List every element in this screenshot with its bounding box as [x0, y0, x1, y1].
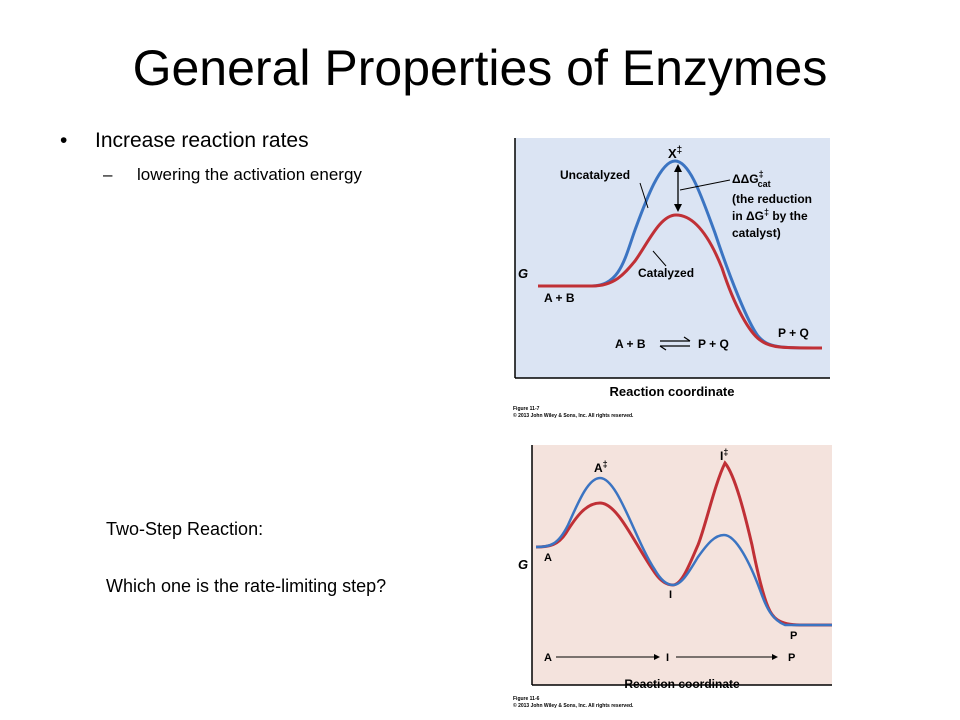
- two-step-red-curve: [535, 460, 832, 627]
- equilibrium-arrow-reverse-head: [659, 345, 667, 351]
- figure-top-background: [515, 138, 830, 378]
- ddg-label: ΔΔG‡ cat: [732, 169, 771, 189]
- axis-arrow-i-to-p-head: [772, 654, 778, 660]
- figure-bottom-caption-1: Figure 11-6: [513, 696, 540, 702]
- start-state-label: A: [544, 552, 552, 564]
- end-state-label: P: [790, 630, 797, 642]
- bullet-marker: •: [60, 129, 68, 152]
- axis-p-label: P: [788, 652, 795, 664]
- two-step-blue-curve: [535, 476, 832, 627]
- peak1-label: A‡: [594, 459, 608, 475]
- figure-top-caption-2: © 2013 John Wiley & Sons, Inc. All right…: [513, 412, 634, 419]
- figure-bottom-y-label: G: [518, 557, 528, 572]
- sub-bullet-text: lowering the activation energy: [137, 165, 362, 184]
- rate-limiting-question: Which one is the rate-limiting step?: [106, 576, 387, 596]
- figure-top-caption-1: Figure 11-7: [513, 406, 540, 412]
- figure-top-x-label: Reaction coordinate: [610, 384, 735, 399]
- uncatalyzed-leader: [639, 182, 649, 209]
- uncatalyzed-curve: [538, 159, 823, 350]
- figure-catalysis: X‡ Uncatalyzed Catalyzed ΔΔG‡ cat (the re…: [510, 138, 840, 420]
- reactants-label: A + B: [544, 291, 575, 305]
- axis-i-label: I: [666, 652, 669, 664]
- products-label: P + Q: [778, 326, 809, 340]
- catalyzed-curve: [538, 213, 823, 350]
- ddg-line-3: in ΔG‡ by the: [732, 207, 808, 223]
- delta-g-leader: [679, 179, 731, 191]
- figure-bottom-caption-2: © 2013 John Wiley & Sons, Inc. All right…: [513, 702, 634, 709]
- two-step-label: Two-Step Reaction:: [106, 519, 264, 539]
- peak2-label: I‡: [720, 447, 728, 463]
- figure-two-step-svg: A‡ I‡ G A I P A I P Reaction coordinate …: [513, 445, 832, 709]
- ddg-line-2: (the reduction: [732, 192, 812, 206]
- ddg-line-4: catalyst): [732, 226, 781, 240]
- sub-bullet-item: – lowering the activation energy: [103, 163, 362, 187]
- bullet-text: Increase reaction rates: [95, 129, 309, 152]
- delta-g-arrow-head-down: [674, 204, 682, 212]
- axis-a-label: A: [544, 652, 552, 664]
- equation-right: P + Q: [698, 337, 729, 351]
- figure-bottom-background: [532, 445, 832, 685]
- equation-left: A + B: [615, 337, 646, 351]
- catalyzed-leader: [652, 250, 667, 267]
- uncatalyzed-label: Uncatalyzed: [560, 168, 630, 182]
- figure-catalysis-svg: X‡ Uncatalyzed Catalyzed ΔΔG‡ cat (the re…: [513, 138, 830, 419]
- figure-two-step: A‡ I‡ G A I P A I P Reaction coordinate …: [510, 445, 840, 715]
- slide-title: General Properties of Enzymes: [132, 40, 828, 96]
- figure-top-y-label: G: [518, 266, 528, 281]
- catalyzed-label: Catalyzed: [638, 266, 694, 280]
- peak-label: X‡: [668, 145, 682, 161]
- equilibrium-arrow-forward-head: [683, 336, 691, 342]
- delta-g-arrow-head-up: [674, 164, 682, 172]
- figure-bottom-x-label: Reaction coordinate: [624, 677, 740, 691]
- sub-bullet-marker: –: [103, 165, 113, 184]
- axis-arrow-a-to-i-head: [654, 654, 660, 660]
- intermediate-label: I: [669, 589, 672, 601]
